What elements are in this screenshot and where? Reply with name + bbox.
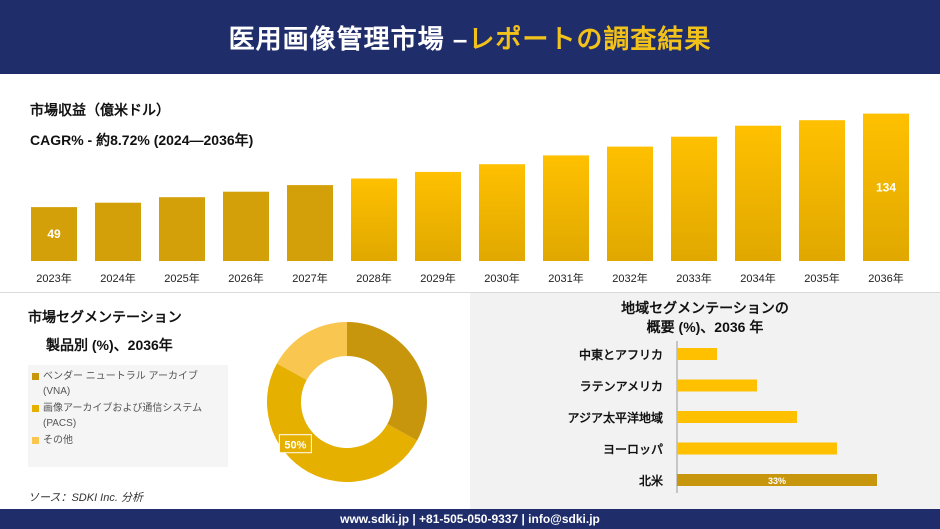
region-title: 地域セグメンテーションの 概要 (%)、2036 年 [470, 299, 940, 337]
revenue-bar [735, 125, 781, 261]
revenue-bar [95, 202, 141, 261]
revenue-x-tick: 2024年 [100, 271, 135, 285]
revenue-bar [415, 171, 461, 261]
region-bar [677, 348, 717, 360]
region-category-label: 北米 [639, 473, 664, 488]
contact-info: www.sdki.jp | +81-505-050-9337 | info@sd… [340, 512, 600, 526]
product-legend: ベンダー ニュートラル アーカイブ (VNA) 画像アーカイブおよび通信システム… [28, 365, 228, 467]
segment-title: 市場セグメンテーション [28, 309, 182, 325]
revenue-bar [287, 185, 333, 261]
legend-swatch [32, 405, 39, 412]
revenue-x-tick: 2023年 [36, 271, 71, 285]
revenue-bar-chart: 2023年 49 2024年 2025年 2026年 2027年 2028年 2029年 203… [31, 113, 909, 285]
legend-label: その他 [43, 435, 73, 446]
legend-swatch [32, 373, 39, 380]
revenue-x-tick: 2026年 [228, 271, 263, 285]
revenue-x-tick: 2029年 [420, 271, 455, 285]
revenue-bar [863, 113, 909, 261]
donut-label-box [278, 434, 312, 454]
revenue-x-tick: 2028年 [356, 271, 391, 285]
donut-slice [276, 322, 347, 380]
report-title-main: 医用画像管理市場 – [228, 23, 469, 54]
contact-footer: www.sdki.jp | +81-505-050-9337 | info@sd… [0, 509, 940, 529]
donut-data-label: 50% [284, 440, 306, 452]
revenue-x-tick: 2035年 [804, 271, 839, 285]
region-bar [677, 442, 837, 455]
revenue-bar [671, 136, 717, 261]
legend-label: 画像アーカイブおよび通信システム (PACS) [43, 403, 203, 429]
product-donut-chart: 50% [267, 322, 427, 482]
legend-item-pacs: 画像アーカイブおよび通信システム (PACS) [32, 401, 224, 431]
region-data-label: 33% [768, 476, 786, 486]
source-note: ソース：SDKI Inc. 分析 [28, 492, 143, 504]
legend-swatch [32, 437, 39, 444]
region-bar [677, 379, 757, 392]
revenue-x-tick: 2032年 [612, 271, 647, 285]
region-category-label: ラテンアメリカ [580, 380, 663, 394]
revenue-bar [543, 155, 589, 261]
legend-label: ベンダー ニュートラル アーカイブ (VNA) [43, 371, 198, 397]
revenue-x-tick: 2031年 [548, 271, 583, 285]
region-category-label: 中東とアフリカ [579, 347, 663, 362]
cagr-label: CAGR% - 約8.72% (2024—2036年) [30, 132, 254, 148]
revenue-x-tick: 2030年 [484, 271, 519, 285]
donut-slice [347, 322, 427, 441]
revenue-x-tick: 2034年 [740, 271, 775, 285]
section-divider [0, 292, 940, 293]
revenue-x-tick: 2033年 [676, 271, 711, 285]
revenue-bar [799, 120, 845, 261]
report-title: 医用画像管理市場 –レポートの調査結果 [229, 19, 712, 56]
revenue-data-label: 49 [47, 227, 61, 241]
market-revenue-panel: 2023年 49 2024年 2025年 2026年 2027年 2028年 2029年 203… [0, 74, 940, 292]
revenue-bar [159, 197, 205, 261]
revenue-data-label: 134 [876, 181, 896, 195]
product-segment-panel: 市場セグメンテーション 製品別 (%)、2036年 ベンダー ニュートラル アー… [0, 293, 470, 509]
region-title-line1: 地域セグメンテーションの [621, 300, 789, 316]
report-header: 医用画像管理市場 –レポートの調査結果 [0, 0, 940, 74]
legend-item-vna: ベンダー ニュートラル アーカイブ (VNA) [32, 369, 224, 399]
report-title-accent: レポートの調査結果 [468, 23, 712, 54]
revenue-x-tick: 2036年 [868, 271, 903, 285]
revenue-bar [479, 164, 525, 261]
revenue-bar [223, 191, 269, 261]
revenue-bar [351, 178, 397, 261]
revenue-x-tick: 2025年 [164, 271, 199, 285]
revenue-bar [31, 207, 77, 261]
region-bar [677, 411, 797, 423]
legend-item-other: その他 [32, 433, 224, 448]
segment-subtitle: 製品別 (%)、2036年 [46, 337, 173, 353]
region-category-label: アジア太平洋地域 [567, 410, 663, 425]
revenue-bar [607, 146, 653, 261]
region-segment-panel: 中東とアフリカ ラテンアメリカアジア太平洋地域ヨーロッパ北米 33% 地域セグメンテ… [470, 293, 940, 509]
region-title-line2: 概要 (%)、2036 年 [646, 319, 764, 335]
region-category-label: ヨーロッパ [603, 443, 663, 457]
revenue-x-tick: 2027年 [292, 271, 327, 285]
region-bar [677, 474, 877, 486]
revenue-label: 市場収益（億米ドル） [30, 102, 170, 118]
